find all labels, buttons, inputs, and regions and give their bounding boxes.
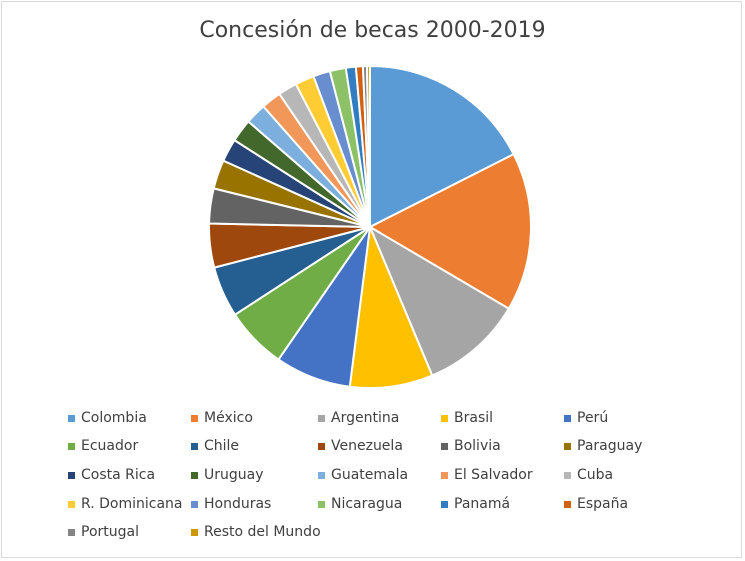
legend-swatch (68, 471, 75, 479)
legend-label: Honduras (204, 496, 272, 512)
chart-title: Concesión de becas 2000-2019 (199, 18, 546, 43)
legend-swatch (564, 414, 571, 422)
legend-label: Nicaragua (331, 496, 403, 512)
pie-slice-m-xico (367, 152, 532, 311)
legend-label: Colombia (81, 410, 147, 426)
legend-swatch (68, 442, 75, 450)
legend-item: Argentina (318, 410, 399, 426)
legend-item: Perú (564, 410, 608, 426)
legend-item: Chile (191, 438, 239, 454)
legend-item: Panamá (441, 496, 510, 512)
legend-swatch (191, 414, 198, 422)
legend-item: Costa Rica (68, 467, 155, 483)
legend-label: España (577, 496, 629, 512)
legend-label: Paraguay (577, 438, 643, 454)
legend-item: Ecuador (68, 438, 138, 454)
legend-swatch (441, 442, 448, 450)
legend-label: Guatemala (331, 467, 409, 483)
legend-label: Argentina (331, 410, 400, 426)
legend-swatch (564, 500, 571, 508)
legend-label: El Salvador (454, 467, 533, 483)
legend-swatch (191, 500, 198, 508)
legend-item: España (564, 496, 628, 512)
legend-item: Uruguay (191, 467, 264, 483)
legend-swatch (441, 414, 448, 422)
legend-label: Resto del Mundo (204, 524, 321, 540)
pie-chart (208, 64, 532, 389)
legend-label: Cuba (577, 467, 614, 483)
legend-swatch (68, 500, 75, 508)
legend-label: Panamá (454, 496, 511, 512)
legend-swatch (318, 414, 325, 422)
legend-label: Brasil (454, 410, 494, 426)
pie-slice-resto-del-mundo (365, 64, 371, 228)
legend-swatch (68, 528, 75, 536)
legend-item: Bolivia (441, 438, 501, 454)
legend-swatch (564, 471, 571, 479)
legend-item: Honduras (191, 496, 271, 512)
legend-swatch (318, 500, 325, 508)
legend-item: Guatemala (318, 467, 408, 483)
legend-swatch (441, 471, 448, 479)
legend-item: Paraguay (564, 438, 642, 454)
legend-label: R. Dominicana (81, 496, 183, 512)
legend-item: Cuba (564, 467, 613, 483)
legend-item: Nicaragua (318, 496, 402, 512)
legend-item: Brasil (441, 410, 493, 426)
legend-item: El Salvador (441, 467, 533, 483)
legend-item: Portugal (68, 524, 139, 540)
legend-swatch (318, 442, 325, 450)
legend-item: México (191, 410, 253, 426)
legend-swatch (68, 414, 75, 422)
legend-label: Perú (577, 410, 609, 426)
legend-item: Resto del Mundo (191, 524, 321, 540)
pie-slice-colombia (369, 64, 515, 229)
legend-item: Colombia (68, 410, 147, 426)
legend-swatch (191, 471, 198, 479)
legend-item: R. Dominicana (68, 496, 183, 512)
legend-label: Costa Rica (81, 467, 156, 483)
legend-swatch (318, 471, 325, 479)
legend-label: Venezuela (331, 438, 403, 454)
legend-swatch (441, 500, 448, 508)
legend-swatch (191, 528, 198, 536)
legend-label: México (204, 410, 253, 426)
legend-label: Portugal (81, 524, 139, 540)
legend-item: Venezuela (318, 438, 403, 454)
legend-swatch (191, 442, 198, 450)
legend-label: Ecuador (81, 438, 139, 454)
pie-slice-argentina (367, 224, 511, 377)
legend-label: Uruguay (204, 467, 264, 483)
legend-label: Chile (204, 438, 240, 454)
legend-swatch (564, 442, 571, 450)
legend-label: Bolivia (454, 438, 501, 454)
